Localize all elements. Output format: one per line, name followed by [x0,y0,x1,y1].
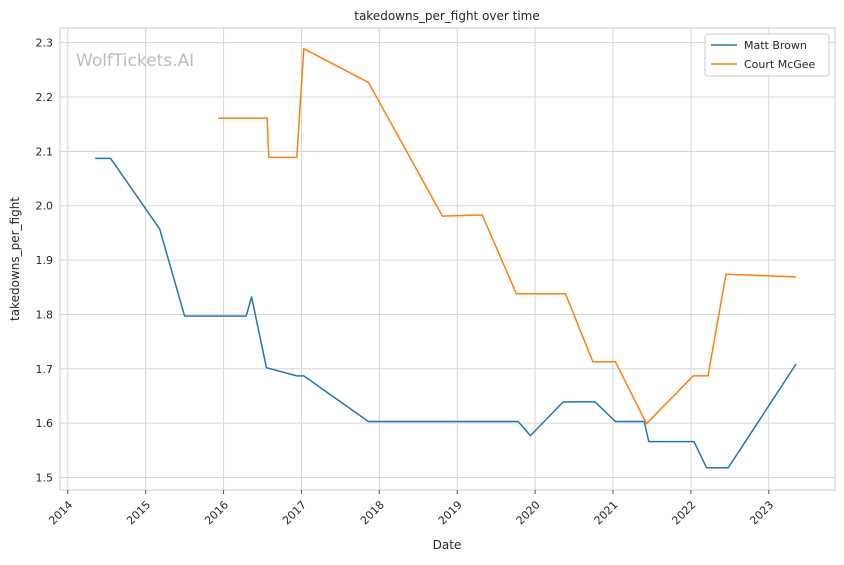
x-axis-label: Date [433,538,462,552]
series-line-matt-brown [95,157,797,469]
x-tick-label: 2014 [46,498,75,527]
legend-label: Matt Brown [744,39,807,52]
y-tick-label: 1.6 [36,417,54,430]
series-line-court-mcgee [218,47,797,425]
y-tick-label: 2.0 [36,200,54,213]
y-tick-label: 1.5 [36,471,54,484]
y-tick-label: 1.9 [36,254,54,267]
x-tick-label: 2021 [592,498,621,527]
legend-label: Court McGee [744,58,816,71]
x-tick-label: 2016 [202,498,231,527]
watermark: WolfTickets.AI [76,51,194,71]
y-tick-label: 1.8 [36,308,54,321]
legend: Matt Brown Court McGee [704,33,830,77]
chart-title: takedowns_per_fight over time [354,9,540,23]
y-tick-label: 2.3 [36,37,54,50]
y-tick-label: 2.2 [36,91,54,104]
x-tick-label: 2019 [436,498,465,527]
x-tick-label: 2017 [280,498,309,527]
x-tick-label: 2018 [358,498,387,527]
y-tick-label: 2.1 [36,145,54,158]
x-tick-label: 2022 [669,498,698,527]
y-axis-label: takedowns_per_fight [8,197,22,321]
plot-area-border [59,27,836,491]
x-tick-label: 2023 [747,498,776,527]
x-tick-label: 2015 [124,498,153,527]
x-tick-label: 2020 [514,498,543,527]
y-tick-label: 1.7 [36,363,54,376]
